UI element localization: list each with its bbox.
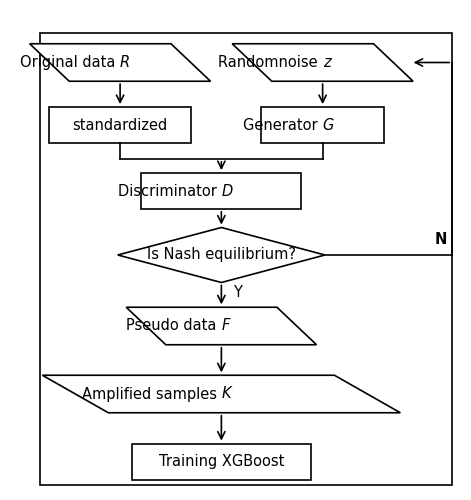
Bar bbox=[141, 173, 301, 209]
Text: Original data: Original data bbox=[20, 55, 120, 70]
Text: Randomnoise: Randomnoise bbox=[219, 55, 323, 70]
Text: N: N bbox=[434, 232, 447, 248]
Text: Is Nash equilibrium?: Is Nash equilibrium? bbox=[147, 248, 296, 262]
Text: Generator: Generator bbox=[244, 118, 323, 132]
Bar bbox=[40, 32, 452, 485]
Text: z: z bbox=[323, 55, 330, 70]
Bar bbox=[132, 444, 311, 480]
Text: R: R bbox=[120, 55, 130, 70]
Text: K: K bbox=[221, 386, 231, 402]
Bar bbox=[49, 107, 191, 143]
Bar bbox=[261, 107, 384, 143]
Text: G: G bbox=[323, 118, 334, 132]
Text: Training XGBoost: Training XGBoost bbox=[159, 454, 284, 469]
Polygon shape bbox=[118, 228, 325, 282]
Text: Discriminator: Discriminator bbox=[118, 184, 221, 198]
Text: standardized: standardized bbox=[73, 118, 168, 132]
Text: Amplified samples: Amplified samples bbox=[82, 386, 221, 402]
Polygon shape bbox=[42, 375, 400, 413]
Polygon shape bbox=[126, 307, 317, 345]
Text: Pseudo data: Pseudo data bbox=[126, 318, 221, 334]
Text: F: F bbox=[221, 318, 230, 334]
Polygon shape bbox=[232, 44, 413, 81]
Polygon shape bbox=[30, 44, 211, 81]
Text: Y: Y bbox=[233, 285, 242, 300]
Text: D: D bbox=[221, 184, 233, 198]
